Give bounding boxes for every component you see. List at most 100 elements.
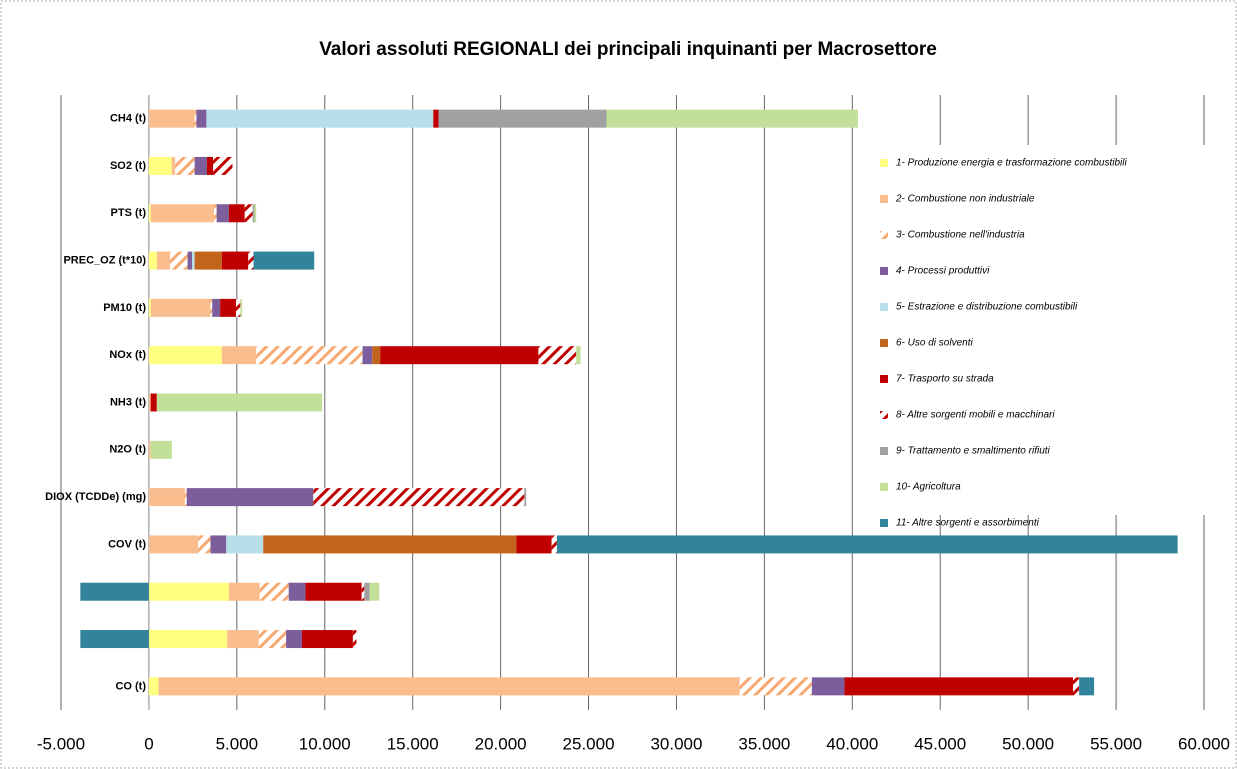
- bar-segment: [263, 535, 517, 554]
- bar-segment: [433, 109, 439, 128]
- bar-segment: [216, 204, 229, 223]
- bar-segment: [221, 346, 257, 365]
- bar-segment: [80, 630, 149, 649]
- x-tick-label: -5.000: [37, 734, 85, 753]
- legend-swatch: [880, 303, 888, 311]
- y-tick-label: PM10 (t): [103, 302, 146, 314]
- bar-segment: [148, 630, 228, 649]
- y-tick-label: NH3 (t): [110, 396, 146, 408]
- bar-segment: [252, 204, 255, 223]
- y-tick-label: N2O (t): [109, 444, 146, 456]
- bar-segment: [305, 582, 362, 601]
- bar-segment: [212, 298, 221, 317]
- bar-segment: [556, 535, 1178, 554]
- x-tick-label: 20.000: [475, 734, 527, 753]
- bar-segment: [228, 582, 260, 601]
- x-tick-label: 40.000: [826, 734, 878, 753]
- bar-segment: [150, 298, 211, 317]
- bar-segment: [258, 630, 287, 649]
- bar-segment: [1072, 677, 1080, 696]
- bar-segment: [313, 488, 525, 507]
- bar-segment: [156, 393, 323, 412]
- chart-title: Valori assoluti REGIONALI dei principali…: [319, 39, 937, 60]
- bar-segment: [148, 440, 151, 459]
- bar-segment: [524, 488, 527, 507]
- x-tick-label: 30.000: [650, 734, 702, 753]
- bar-segment: [194, 109, 197, 128]
- bar-segment: [150, 440, 172, 459]
- legend-label: 11- Altre sorgenti e assorbimenti: [896, 518, 1040, 529]
- y-tick-label: CO (t): [115, 680, 146, 692]
- bar-segment: [256, 346, 363, 365]
- bar-segment: [362, 346, 373, 365]
- bar-segment: [220, 298, 236, 317]
- bar-segment: [148, 488, 185, 507]
- bar-segment: [184, 488, 187, 507]
- x-tick-label: 5.000: [216, 734, 259, 753]
- bar-segment: [1079, 677, 1095, 696]
- bar-segment: [150, 393, 157, 412]
- legend-label: 3- Combustione nell'industria: [896, 230, 1025, 241]
- bar-segment: [538, 346, 577, 365]
- bar-segment: [196, 109, 207, 128]
- x-tick-label: 60.000: [1178, 734, 1230, 753]
- bar-segment: [286, 630, 302, 649]
- legend-swatch: [880, 339, 888, 347]
- bar-segment: [192, 251, 195, 270]
- bar-segment: [198, 535, 211, 554]
- bar-segment: [372, 346, 381, 365]
- bar-segment: [259, 582, 289, 601]
- y-tick-label: CH4 (t): [110, 113, 146, 125]
- legend-swatch: [880, 231, 888, 239]
- bar-segment: [213, 204, 217, 223]
- x-tick-label: 15.000: [387, 734, 439, 753]
- x-tick-label: 45.000: [914, 734, 966, 753]
- y-tick-label: NOx (t): [109, 349, 146, 361]
- bar-segment: [171, 156, 176, 175]
- bar-segment: [369, 582, 380, 601]
- legend-box: [868, 145, 1235, 515]
- x-tick-label: 55.000: [1090, 734, 1142, 753]
- bar-segment: [811, 677, 845, 696]
- legend-swatch: [880, 519, 888, 527]
- y-tick-label: SO2 (t): [110, 160, 146, 172]
- bar-segment: [576, 346, 581, 365]
- legend-label: 4- Processi produttivi: [896, 266, 990, 277]
- bar-segment: [148, 535, 199, 554]
- bar-segment: [227, 630, 259, 649]
- bar-segment: [301, 630, 353, 649]
- bar-segment: [254, 204, 257, 223]
- bar-segment: [150, 204, 214, 223]
- bar-segment: [551, 535, 557, 554]
- legend-swatch: [880, 159, 888, 167]
- bar-segment: [206, 156, 214, 175]
- legend-label: 10- Agricoltura: [896, 482, 961, 493]
- legend-label: 7- Trasporto su strada: [896, 374, 994, 385]
- bar-segment: [148, 298, 151, 317]
- bar-segment: [148, 204, 151, 223]
- bar-segment: [235, 298, 241, 317]
- bar-segment: [288, 582, 306, 601]
- legend-label: 6- Uso di solventi: [896, 338, 973, 349]
- bar-segment: [240, 298, 243, 317]
- bar-segment: [364, 582, 370, 601]
- bar-segment: [221, 251, 249, 270]
- x-tick-label: 50.000: [1002, 734, 1054, 753]
- bar-segment: [380, 346, 539, 365]
- bar-segment: [226, 535, 264, 554]
- bar-segment: [210, 298, 213, 317]
- legend-swatch: [880, 483, 888, 491]
- bar-segment: [148, 393, 151, 412]
- bar-segment: [210, 535, 227, 554]
- legend-swatch: [880, 447, 888, 455]
- bar-segment: [844, 677, 1073, 696]
- legend-label: 5- Estrazione e distribuzione combustibi…: [896, 302, 1078, 313]
- bar-segment: [248, 251, 254, 270]
- bar-segment: [194, 251, 222, 270]
- bar-segment: [206, 109, 434, 128]
- bar-segment: [739, 677, 812, 696]
- bar-segment: [148, 677, 159, 696]
- bar-segment: [148, 109, 195, 128]
- bar-segment: [213, 156, 233, 175]
- bar-segment: [516, 535, 552, 554]
